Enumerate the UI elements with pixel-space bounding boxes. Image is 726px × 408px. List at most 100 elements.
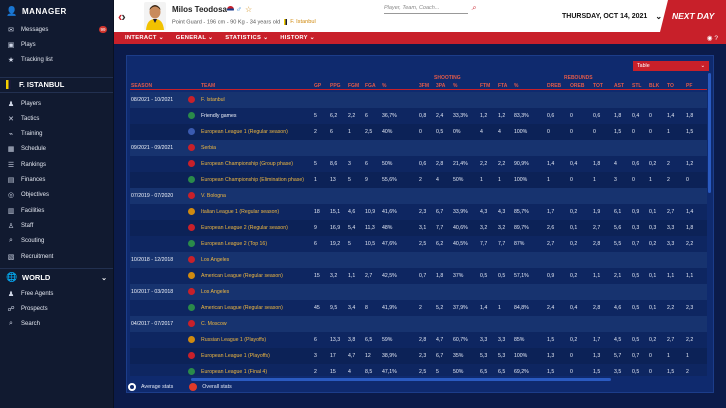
competition-link[interactable]: Russian League 1 (Playoffs) (201, 337, 267, 343)
sidebar-item-messages[interactable]: ✉ Messages 99 (0, 22, 113, 37)
sidebar-item-scouting[interactable]: ⌕ Scouting (0, 234, 113, 249)
next-day-button[interactable]: NEXT DAY (660, 0, 726, 32)
competition-link[interactable]: European League 1 (Final 4) (201, 369, 268, 375)
column-header[interactable]: % (514, 83, 519, 89)
sidebar-item-free-agents[interactable]: ♟ Free Agents (0, 286, 113, 301)
sidebar-item-label: Prospects (21, 306, 48, 313)
search-icon[interactable]: ⌕ (471, 3, 476, 12)
competition-link[interactable]: European League 2 (Top 16) (201, 241, 268, 247)
sidebar-item-finances[interactable]: ▤ Finances (0, 172, 113, 187)
column-header[interactable]: SEASON (131, 83, 153, 89)
current-date[interactable]: THURSDAY, OCT 14, 2021 ⌄ (554, 0, 666, 32)
column-header[interactable]: PPG (330, 83, 341, 89)
competition-link[interactable]: European League 1 (Regular season) (201, 129, 288, 135)
stat-cell: 4,5 (614, 337, 622, 343)
horizontal-scrollbar[interactable] (191, 378, 611, 381)
sidebar-item-recruitment[interactable]: ▧ Recruitment (0, 249, 113, 264)
stat-cell: 3,2 (498, 225, 506, 231)
column-header[interactable]: STL (632, 83, 642, 89)
sidebar-manager-header[interactable]: 👤 MANAGER (0, 0, 113, 22)
column-header[interactable]: TEAM (201, 83, 216, 89)
basketball-icon[interactable]: ◉ (706, 35, 713, 42)
tab-interact[interactable]: INTERACT ⌄ (125, 35, 164, 41)
sidebar-item-objectives[interactable]: ◎ Objectives (0, 188, 113, 203)
column-header[interactable]: TO (667, 83, 674, 89)
stat-cell: 37% (453, 273, 464, 279)
team-link[interactable]: Los Angeles (201, 289, 230, 295)
column-header[interactable]: GP (314, 83, 322, 89)
stat-cell: 1,4 (686, 209, 694, 215)
sidebar-club-header[interactable]: F. ISTANBUL (0, 76, 113, 93)
column-header[interactable]: OREB (570, 83, 585, 89)
competition-link[interactable]: Italian League 1 (Regular season) (201, 209, 280, 215)
team-link[interactable]: F. Istanbul (201, 97, 225, 103)
column-header[interactable]: FTA (498, 83, 508, 89)
back-arrow-icon[interactable]: ‹ (118, 9, 122, 24)
column-header[interactable]: % (382, 83, 387, 89)
sidebar-item-training[interactable]: ⌁ Training (0, 126, 113, 141)
competition-link[interactable]: European League 1 (Playoffs) (201, 353, 270, 359)
stat-cell: 8,6 (330, 161, 338, 167)
sidebar-item-prospects[interactable]: ☍ Prospects (0, 301, 113, 316)
stat-cell: 0,2 (570, 273, 578, 279)
sidebar-item-search[interactable]: ⌕ Search (0, 317, 113, 332)
view-select[interactable]: Table ⌄ (633, 61, 709, 71)
column-header[interactable]: PF (686, 83, 693, 89)
sidebar-item-staff[interactable]: ♙ Staff (0, 218, 113, 233)
sidebar-item-schedule[interactable]: ▦ Schedule (0, 142, 113, 157)
overall-stats-dot[interactable] (189, 383, 198, 391)
tab-statistics[interactable]: STATISTICS ⌄ (225, 35, 269, 41)
column-header[interactable]: 3FM (419, 83, 429, 89)
sidebar-item-facilities[interactable]: ▥ Facilities (0, 203, 113, 218)
stat-cell: 45 (314, 305, 320, 311)
competition-link[interactable]: Friendly games (201, 113, 237, 119)
sidebar-item-label: Search (21, 321, 41, 328)
competition-link[interactable]: American League (Regular season) (201, 305, 283, 311)
column-header[interactable]: AST (614, 83, 624, 89)
tab-general[interactable]: GENERAL ⌄ (175, 35, 214, 41)
sidebar-item-rankings[interactable]: ☰ Rankings (0, 157, 113, 172)
team-link[interactable]: C. Moscow (201, 321, 227, 327)
stat-cell: 1,3 (593, 353, 601, 359)
stat-cell: 2,6 (547, 225, 555, 231)
stat-cell: 3 (314, 353, 317, 359)
column-header[interactable]: 3PA (436, 83, 446, 89)
content-area: Table ⌄ SHOOTING REBOUNDS SEASON TEAM GP PPG… (114, 44, 726, 408)
stat-cell: 1,8 (593, 161, 601, 167)
stat-cell: 2 (314, 369, 317, 375)
competition-link[interactable]: American League (Regular season) (201, 273, 283, 279)
forward-arrow-icon[interactable]: › (121, 9, 125, 24)
column-header[interactable]: FGA (365, 83, 376, 89)
tab-history[interactable]: HISTORY ⌄ (280, 35, 315, 41)
stat-cell: 90,9% (514, 161, 529, 167)
sidebar-item-tracking-list[interactable]: ★ Tracking list (0, 53, 113, 68)
competition-link[interactable]: European Championship (Group phase) (201, 161, 293, 167)
sidebar-world-header[interactable]: 🌐 WORLD ⌄ (0, 268, 113, 286)
column-header[interactable]: FGM (348, 83, 360, 89)
table-row: European League 2 (Top 16) 6 19,2 5 10,5 47,6… (130, 236, 707, 252)
search-input[interactable]: Player, Team, Coach... ⌕ (384, 3, 476, 14)
column-header[interactable]: % (453, 83, 458, 89)
stat-cell: 5 (314, 113, 317, 119)
average-stats-dot[interactable] (128, 383, 136, 391)
stat-cell: 1,5 (547, 369, 555, 375)
sidebar-item-plays[interactable]: ▣ Plays (0, 37, 113, 52)
column-header[interactable]: TOT (593, 83, 603, 89)
player-club-link[interactable]: F. Istanbul (290, 19, 316, 26)
column-header[interactable]: DREB (547, 83, 562, 89)
stat-cell: 2,7 (667, 209, 675, 215)
team-link[interactable]: Los Angeles (201, 257, 230, 263)
competition-link[interactable]: European League 2 (Regular season) (201, 225, 288, 231)
chevron-down-icon[interactable]: ⌄ (101, 274, 107, 282)
team-link[interactable]: Serbia (201, 145, 216, 151)
help-icon[interactable]: ? (714, 35, 718, 42)
sidebar-item-players[interactable]: ♟ Players (0, 96, 113, 111)
bookmark-star-icon[interactable]: ☆ (245, 5, 253, 14)
competition-logo-icon (188, 352, 195, 359)
column-header[interactable]: FTM (480, 83, 491, 89)
column-header[interactable]: BLK (649, 83, 660, 89)
team-link[interactable]: V. Bologna (201, 193, 226, 199)
vertical-scrollbar[interactable] (708, 73, 711, 193)
competition-link[interactable]: European Championship (Elimination phase… (201, 177, 304, 183)
sidebar-item-tactics[interactable]: ✕ Tactics (0, 111, 113, 126)
